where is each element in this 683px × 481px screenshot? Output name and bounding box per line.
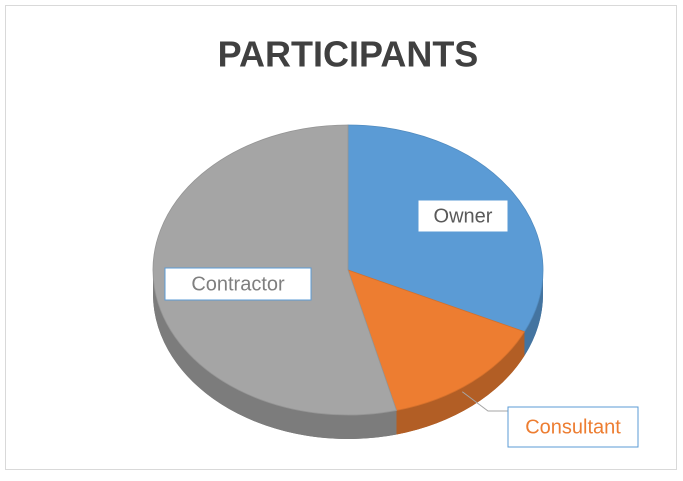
slice-side [153, 270, 397, 439]
slice-side [524, 270, 543, 356]
data-label: Owner [434, 205, 493, 227]
slice-top [347, 269, 526, 411]
data-label: Contractor [191, 273, 285, 295]
data-label-box [507, 406, 639, 448]
leader-line [461, 391, 508, 412]
slice-side [396, 331, 525, 435]
data-label: Consultant [525, 416, 621, 438]
data-label-box [417, 199, 509, 233]
chart-title: PARTICIPANTS [218, 34, 479, 75]
data-label-box [164, 267, 312, 301]
